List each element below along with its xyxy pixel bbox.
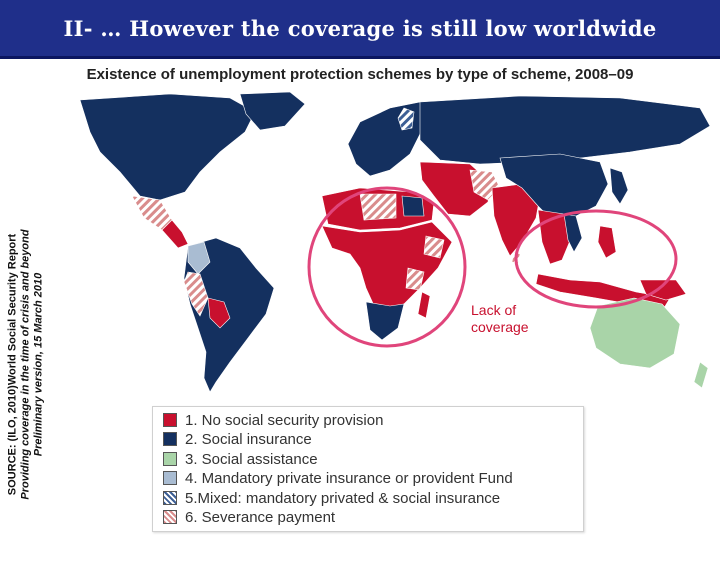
africa-highlight-circle	[307, 186, 467, 348]
southeast-asia-highlight-circle	[514, 209, 678, 309]
legend-label: 5.Mixed: mandatory privated & social ins…	[185, 489, 501, 507]
vietnam	[563, 213, 583, 253]
australia	[589, 297, 681, 369]
central-america	[161, 219, 189, 249]
peru-hatched	[183, 271, 209, 317]
legend-item-mandatory-private: 4. Mandatory private insurance or provid…	[163, 469, 513, 487]
source-line-3: Preliminary version, 15 March 2010	[32, 272, 45, 457]
legend-label: 2. Social insurance	[185, 430, 312, 448]
solid-red-swatch	[163, 413, 177, 427]
legend-item-social-assistance: 3. Social assistance	[163, 450, 318, 468]
title-bar: II- … However the coverage is still low …	[0, 0, 720, 59]
hatched-blue-swatch	[163, 491, 177, 505]
south-africa	[365, 301, 405, 341]
hatched-red-swatch	[163, 510, 177, 524]
legend-item-mixed: 5.Mixed: mandatory privated & social ins…	[163, 489, 500, 507]
legend-item-social-insurance: 2. Social insurance	[163, 430, 312, 448]
mexico-hatched	[131, 195, 173, 231]
legend-label: 3. Social assistance	[185, 450, 318, 468]
world-map-svg	[79, 91, 711, 393]
solid-green-swatch	[163, 452, 177, 466]
source-line-1: SOURCE: (ILO, 2010)World Social Security…	[6, 233, 19, 496]
page-title: II- … However the coverage is still low …	[63, 15, 657, 41]
map-legend: 1. No social security provision 2. Socia…	[152, 406, 584, 532]
tanzania-hatched	[405, 267, 425, 291]
world-map	[60, 91, 720, 400]
legend-item-no-provision: 1. No social security provision	[163, 411, 383, 429]
europe	[347, 101, 433, 177]
egypt-navy	[401, 195, 425, 217]
source-citation: SOURCE: (ILO, 2010)World Social Security…	[7, 165, 46, 565]
solid-navy-swatch	[163, 432, 177, 446]
philippines	[597, 225, 617, 259]
ethiopia-hatched	[423, 235, 445, 259]
greenland	[239, 91, 306, 131]
solid-lightblue-swatch	[163, 471, 177, 485]
map-subtitle: Existence of unemployment protection sch…	[86, 66, 634, 83]
legend-item-severance: 6. Severance payment	[163, 508, 335, 526]
new-zealand	[693, 361, 709, 389]
colombia-mandatory-private	[187, 241, 211, 275]
north-america	[79, 93, 256, 201]
legend-label: 1. No social security provision	[185, 411, 384, 429]
lack-of-coverage-annotation: Lack of coverage	[471, 302, 529, 335]
legend-label: 6. Severance payment	[185, 508, 336, 526]
bolivia-paraguay	[207, 297, 231, 329]
source-line-2: Providing coverage in the time of crisis…	[19, 229, 32, 500]
japan-korea	[609, 167, 629, 205]
sub-saharan-africa	[321, 221, 453, 319]
algeria-hatched	[359, 193, 397, 221]
madagascar	[417, 291, 431, 319]
finland-mixed	[397, 107, 415, 131]
russia	[419, 95, 711, 165]
legend-label: 4. Mandatory private insurance or provid…	[185, 469, 513, 487]
